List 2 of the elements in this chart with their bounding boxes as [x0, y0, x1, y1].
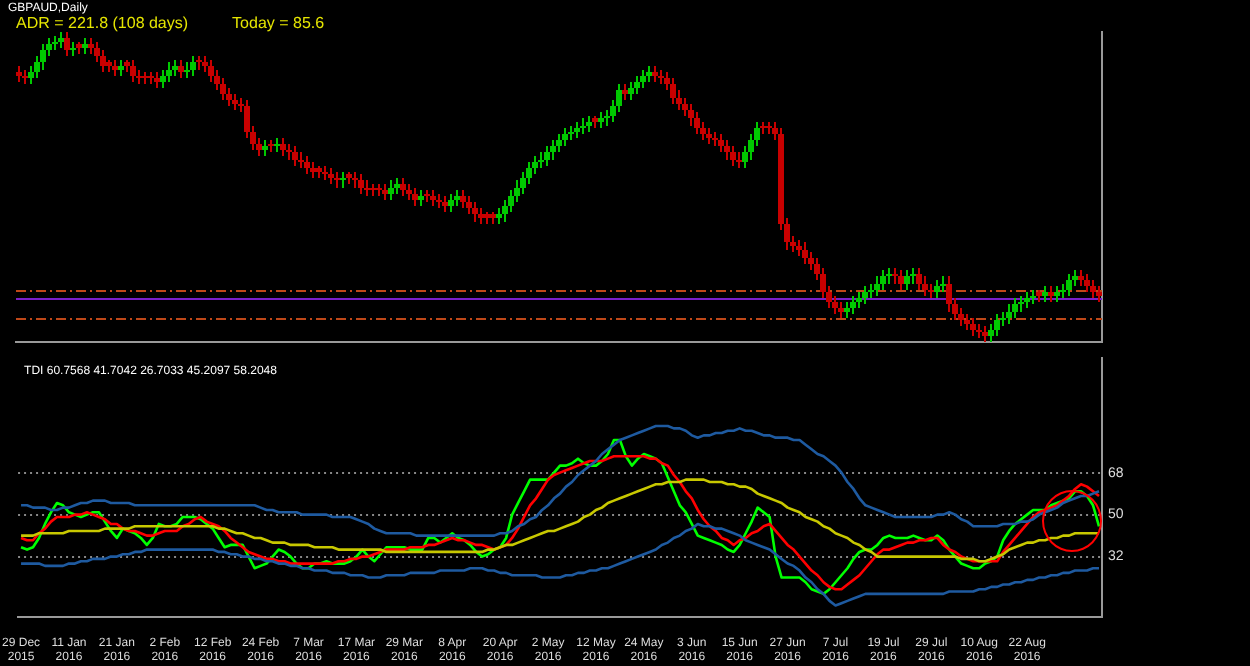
annotation: Today = 85.6 [232, 14, 326, 33]
annotation: ADR = 221.8 (108 days) [16, 14, 189, 33]
